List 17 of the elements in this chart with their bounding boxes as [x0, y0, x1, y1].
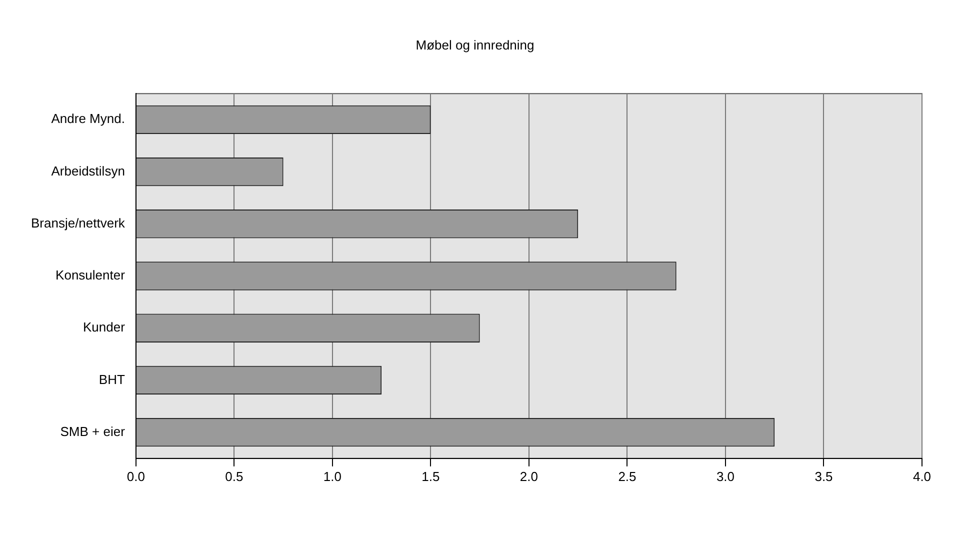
x-tick-label: 3.5 [814, 468, 833, 484]
chart-title: Møbel og innredning [416, 37, 534, 52]
y-tick-label: Kunder [83, 320, 126, 335]
x-tick-label: 2.0 [520, 468, 538, 484]
y-tick-label: BHT [98, 372, 125, 387]
x-tick-label: 2.5 [618, 468, 636, 484]
x-tick-label: 0.0 [126, 468, 145, 484]
y-tick-label: Andre Mynd. [51, 111, 125, 126]
y-tick-label: Arbeidstilsyn [51, 163, 125, 178]
x-tick-label: 3.0 [716, 468, 735, 484]
x-tick-label: 1.5 [422, 468, 440, 484]
y-tick-label: SMB + eier [60, 424, 126, 439]
x-tick-label: 4.0 [912, 468, 932, 484]
y-tick-label: Konsulenter [56, 268, 126, 283]
y-tick-label: Bransje/nettverk [30, 215, 126, 230]
x-tick-label: 0.5 [225, 468, 244, 484]
x-tick-label: 1.0 [323, 468, 342, 484]
